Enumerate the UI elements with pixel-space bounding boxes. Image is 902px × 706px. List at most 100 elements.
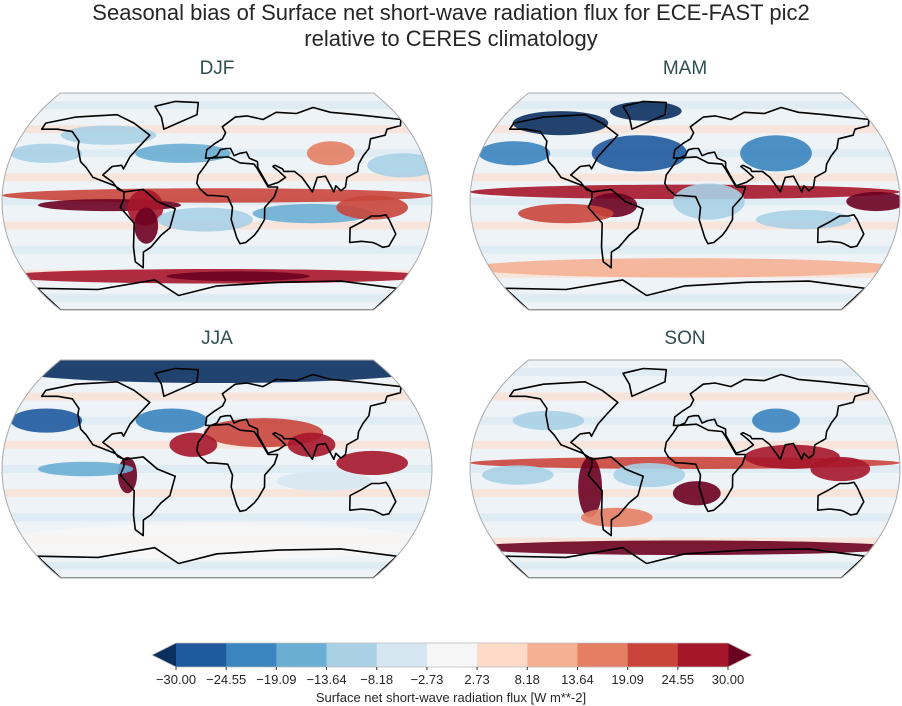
coastline-au (348, 481, 397, 516)
figure-title-line1: Seasonal bias of Surface net short-wave … (92, 0, 810, 25)
bias-band (2, 245, 432, 254)
colorbar-bin (176, 643, 227, 667)
bias-band (470, 513, 900, 522)
coastline-gl (622, 367, 668, 398)
figure-title-line2: relative to CERES climatology (304, 26, 598, 51)
bias-region (169, 432, 218, 457)
bias-band (470, 101, 900, 110)
bias-band (2, 513, 432, 522)
bias-band (2, 489, 432, 498)
map-panel-jja (1, 359, 433, 579)
colorbar-bin (376, 643, 428, 667)
colorbar-extend-over (728, 643, 752, 667)
bias-band (470, 125, 900, 134)
panel-title-jja: JJA (201, 328, 233, 349)
colorbar-bin (226, 643, 277, 667)
colorbar-tick-label: −30.00 (156, 672, 196, 687)
coastline-au (348, 214, 397, 249)
colorbar-tick-label: 24.55 (662, 672, 695, 687)
bias-region (135, 408, 208, 433)
bias-region (672, 481, 721, 506)
panel-title-mam: MAM (662, 58, 708, 79)
bias-band (2, 293, 432, 302)
colorbar-tick-label: 13.64 (561, 672, 594, 687)
bias-band (2, 465, 432, 473)
bias-region (673, 183, 745, 220)
coastline-eu (204, 373, 402, 461)
bias-band (470, 293, 900, 302)
colorbar-bin (426, 643, 478, 667)
colorbar-bin (677, 643, 729, 667)
coastline-af (196, 423, 279, 513)
bias-band (470, 245, 900, 254)
bias-region (591, 135, 688, 172)
bias-region (157, 207, 253, 232)
bias-band (2, 125, 432, 134)
colorbar-label: Surface net short-wave radiation flux [W… (316, 690, 586, 705)
map-frame (469, 92, 901, 311)
bias-band (2, 416, 432, 425)
bias-region (512, 111, 609, 136)
coastline-af (664, 156, 747, 245)
bias-region (60, 125, 157, 145)
bias-region (580, 507, 653, 528)
bias-region (613, 462, 686, 488)
coastline-af (664, 423, 747, 513)
map-panel-son (469, 359, 901, 579)
colorbar-bin (276, 643, 328, 667)
coastline-gl (154, 367, 200, 398)
bias-region (470, 540, 900, 555)
bias-region (336, 450, 408, 476)
colorbar-tick-label: 2.73 (464, 672, 489, 687)
bias-region (10, 143, 83, 163)
figure-title: Seasonal bias of Surface net short-wave … (0, 0, 902, 52)
bias-band (2, 392, 432, 401)
coastline-gl (622, 100, 668, 130)
map-frame (469, 359, 901, 579)
coastline-sa (119, 456, 176, 537)
colorbar-bin (627, 643, 679, 667)
colorbar-tick-label: −24.55 (206, 672, 246, 687)
coastline-af (196, 156, 279, 245)
bias-band (470, 416, 900, 425)
bias-band (470, 368, 900, 377)
coastline-sa (119, 188, 176, 269)
map-frame (1, 359, 433, 579)
colorbar-bin (527, 643, 578, 667)
bias-region (609, 101, 682, 121)
coastline-eu (672, 106, 870, 193)
coastline-eu (204, 106, 402, 193)
coastline-au (816, 214, 865, 249)
colorbar-bin (477, 643, 528, 667)
bias-region (578, 456, 603, 518)
bias-region (135, 143, 231, 163)
bias-band (470, 440, 900, 449)
colorbar-bin (326, 643, 378, 667)
coastline-au (816, 481, 865, 516)
bias-region (287, 432, 336, 457)
colorbar: −30.00 −24.55 −19.09 −13.64 −8.18 −2.73 2.73 8.… (151, 642, 753, 705)
coastline-na (40, 113, 151, 193)
bias-region (37, 461, 134, 477)
bias-region (276, 471, 372, 491)
bias-region (2, 360, 432, 384)
bias-region (846, 191, 900, 212)
coastline-sa (587, 188, 644, 269)
panel-title-son: SON (664, 328, 706, 349)
bias-region (166, 271, 310, 282)
bias-region (755, 209, 852, 230)
bias-region (336, 195, 408, 220)
coastline-gl (154, 100, 200, 130)
colorbar-tick-label: 19.09 (611, 672, 644, 687)
bias-region (470, 258, 900, 278)
bias-band (2, 561, 432, 570)
colorbar-tick-label: −13.64 (306, 672, 346, 687)
coastline-an (504, 546, 866, 578)
map-panel-mam (469, 92, 901, 311)
coastline-sa (587, 456, 644, 537)
bias-region (367, 153, 432, 178)
coastline-eu (672, 373, 870, 461)
colorbar-tick-label: 30.00 (712, 672, 745, 687)
bias-band (2, 173, 432, 182)
bias-band (470, 561, 900, 570)
